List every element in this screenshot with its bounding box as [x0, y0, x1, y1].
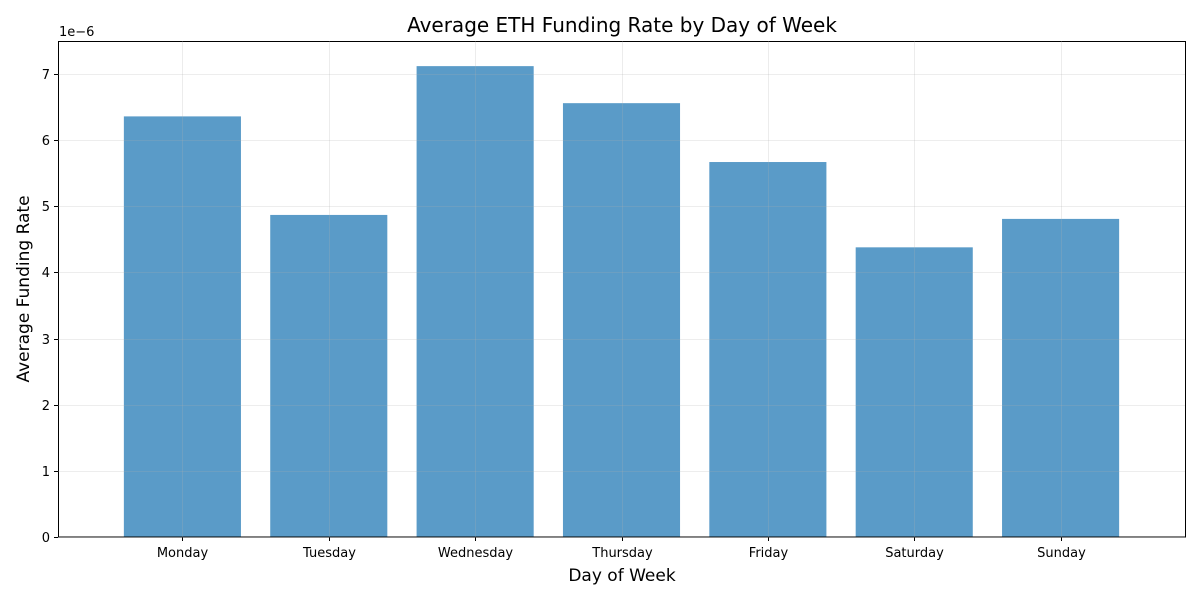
y-tick-label: 4: [42, 266, 50, 281]
bar-tuesday: [270, 214, 388, 537]
x-tick-label-thursday: Thursday: [591, 546, 653, 561]
bar-wednesday: [416, 66, 534, 537]
x-tick-label-wednesday: Wednesday: [438, 546, 514, 561]
y-axis-scale-label: 1e−6: [59, 25, 94, 40]
x-tick-label-sunday: Sunday: [1037, 546, 1086, 561]
bar-sunday: [1002, 218, 1120, 537]
y-axis-label: Average Funding Rate: [14, 195, 34, 382]
bar-friday: [709, 162, 827, 538]
bar-thursday: [562, 103, 681, 537]
x-tick-label-tuesday: Tuesday: [302, 546, 356, 561]
y-tick-label: 3: [42, 333, 50, 348]
y-tick-label: 7: [42, 68, 50, 83]
bar-monday: [123, 116, 241, 537]
grid-lines: [58, 41, 1185, 538]
y-tick-label: 0: [42, 531, 50, 546]
axis-ticks: 0 1 2 3 4 5 6 7 Monday Tuesday Wednesday Thursday Fr…: [42, 68, 1086, 561]
x-tick-label-saturday: Saturday: [885, 546, 944, 561]
x-tick-label-monday: Monday: [157, 546, 209, 561]
bars: [123, 66, 1120, 538]
x-axis-label: Day of Week: [568, 566, 675, 586]
y-tick-label: 6: [42, 134, 50, 149]
bar-saturday: [855, 247, 973, 537]
y-tick-label: 5: [42, 200, 50, 215]
y-tick-label: 2: [42, 399, 50, 414]
x-tick-label-friday: Friday: [749, 546, 789, 561]
y-tick-label: 1: [42, 465, 50, 480]
chart-title: Average ETH Funding Rate by Day of Week: [407, 13, 837, 37]
